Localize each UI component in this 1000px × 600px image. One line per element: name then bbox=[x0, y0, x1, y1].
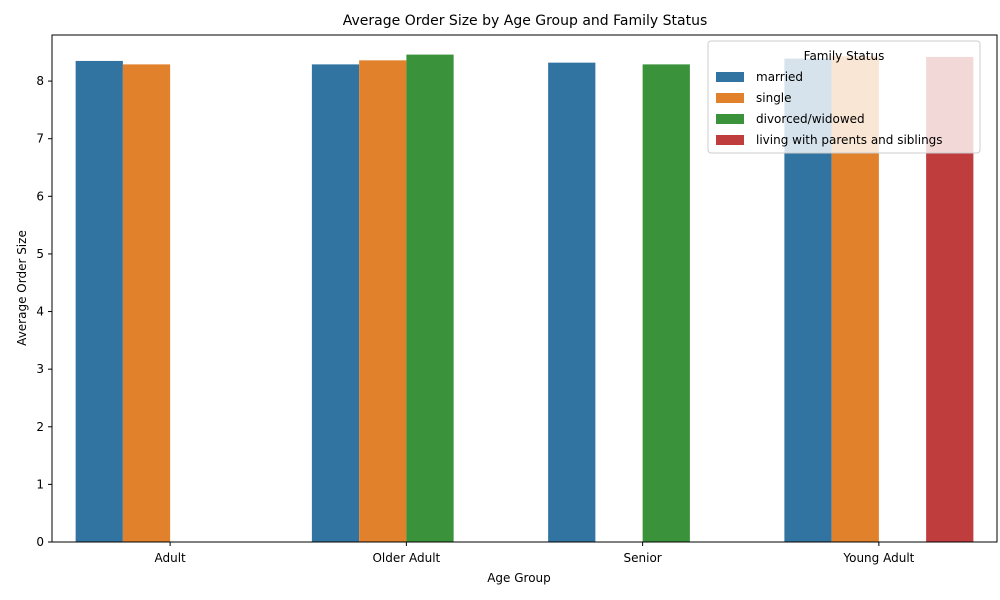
x-tick-label: Young Adult bbox=[842, 551, 914, 565]
x-axis-label: Age Group bbox=[487, 571, 551, 585]
y-tick-label: 0 bbox=[36, 535, 44, 549]
legend-swatch bbox=[716, 114, 744, 124]
bar-divorced-widowed-older-adult bbox=[406, 54, 454, 543]
y-tick-label: 8 bbox=[36, 74, 44, 88]
y-axis: 0 1 2 3 4 5 6 7 8 bbox=[36, 74, 52, 549]
legend-entry: single bbox=[756, 91, 792, 105]
bar-divorced-widowed-senior bbox=[642, 64, 690, 542]
bar-single-older-adult bbox=[359, 60, 407, 542]
y-tick-label: 5 bbox=[36, 247, 44, 261]
y-tick-label: 4 bbox=[36, 305, 44, 319]
bar-married-older-adult bbox=[311, 64, 360, 542]
legend-entry: living with parents and siblings bbox=[756, 133, 943, 147]
legend-box bbox=[707, 40, 981, 154]
y-tick-label: 7 bbox=[36, 132, 44, 146]
legend-swatch bbox=[716, 72, 744, 82]
x-axis: Adult Older Adult Senior Young Adult bbox=[154, 542, 915, 565]
legend: Family Status married single divorced/wido… bbox=[707, 40, 981, 154]
legend-swatch bbox=[716, 135, 744, 145]
chart-title: Average Order Size by Age Group and Fami… bbox=[343, 13, 708, 29]
axes-layer bbox=[51, 34, 998, 543]
y-axis-label: Average Order Size bbox=[15, 230, 29, 346]
y-tick-label: 3 bbox=[36, 362, 44, 376]
bar-married-senior bbox=[548, 62, 596, 543]
x-tick-label: Adult bbox=[154, 551, 186, 565]
y-tick-label: 6 bbox=[36, 189, 44, 203]
y-tick-label: 2 bbox=[36, 420, 44, 434]
plot-frame bbox=[51, 34, 998, 543]
x-tick-label: Older Adult bbox=[372, 551, 440, 565]
x-tick-label: Senior bbox=[624, 551, 662, 565]
legend-entry: married bbox=[756, 70, 803, 84]
bar-married-adult bbox=[75, 60, 123, 543]
legend-swatch bbox=[716, 93, 744, 103]
bar-single-adult bbox=[122, 64, 171, 542]
y-tick-label: 1 bbox=[36, 477, 44, 491]
legend-title: Family Status bbox=[804, 49, 885, 63]
legend-entry: divorced/widowed bbox=[756, 112, 865, 126]
